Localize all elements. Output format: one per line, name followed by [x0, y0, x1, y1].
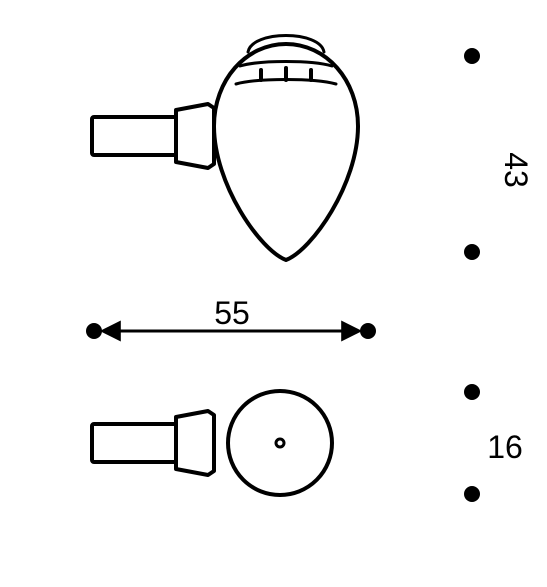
dimension-43: 43: [464, 48, 534, 260]
collar: [176, 104, 214, 168]
collar: [176, 411, 214, 475]
dim-label-43: 43: [498, 152, 534, 188]
dim-label-55: 55: [214, 295, 250, 331]
stem-rect: [92, 117, 176, 155]
dimension-55: 55: [86, 295, 376, 339]
stem-rect: [92, 424, 176, 462]
technical-drawing: 43 55 16: [0, 0, 547, 587]
body-circle: [228, 391, 332, 495]
side-view: [92, 36, 358, 261]
dimension-16: 16: [464, 384, 523, 502]
dim-label-16: 16: [487, 429, 523, 465]
top-view: [92, 391, 332, 495]
